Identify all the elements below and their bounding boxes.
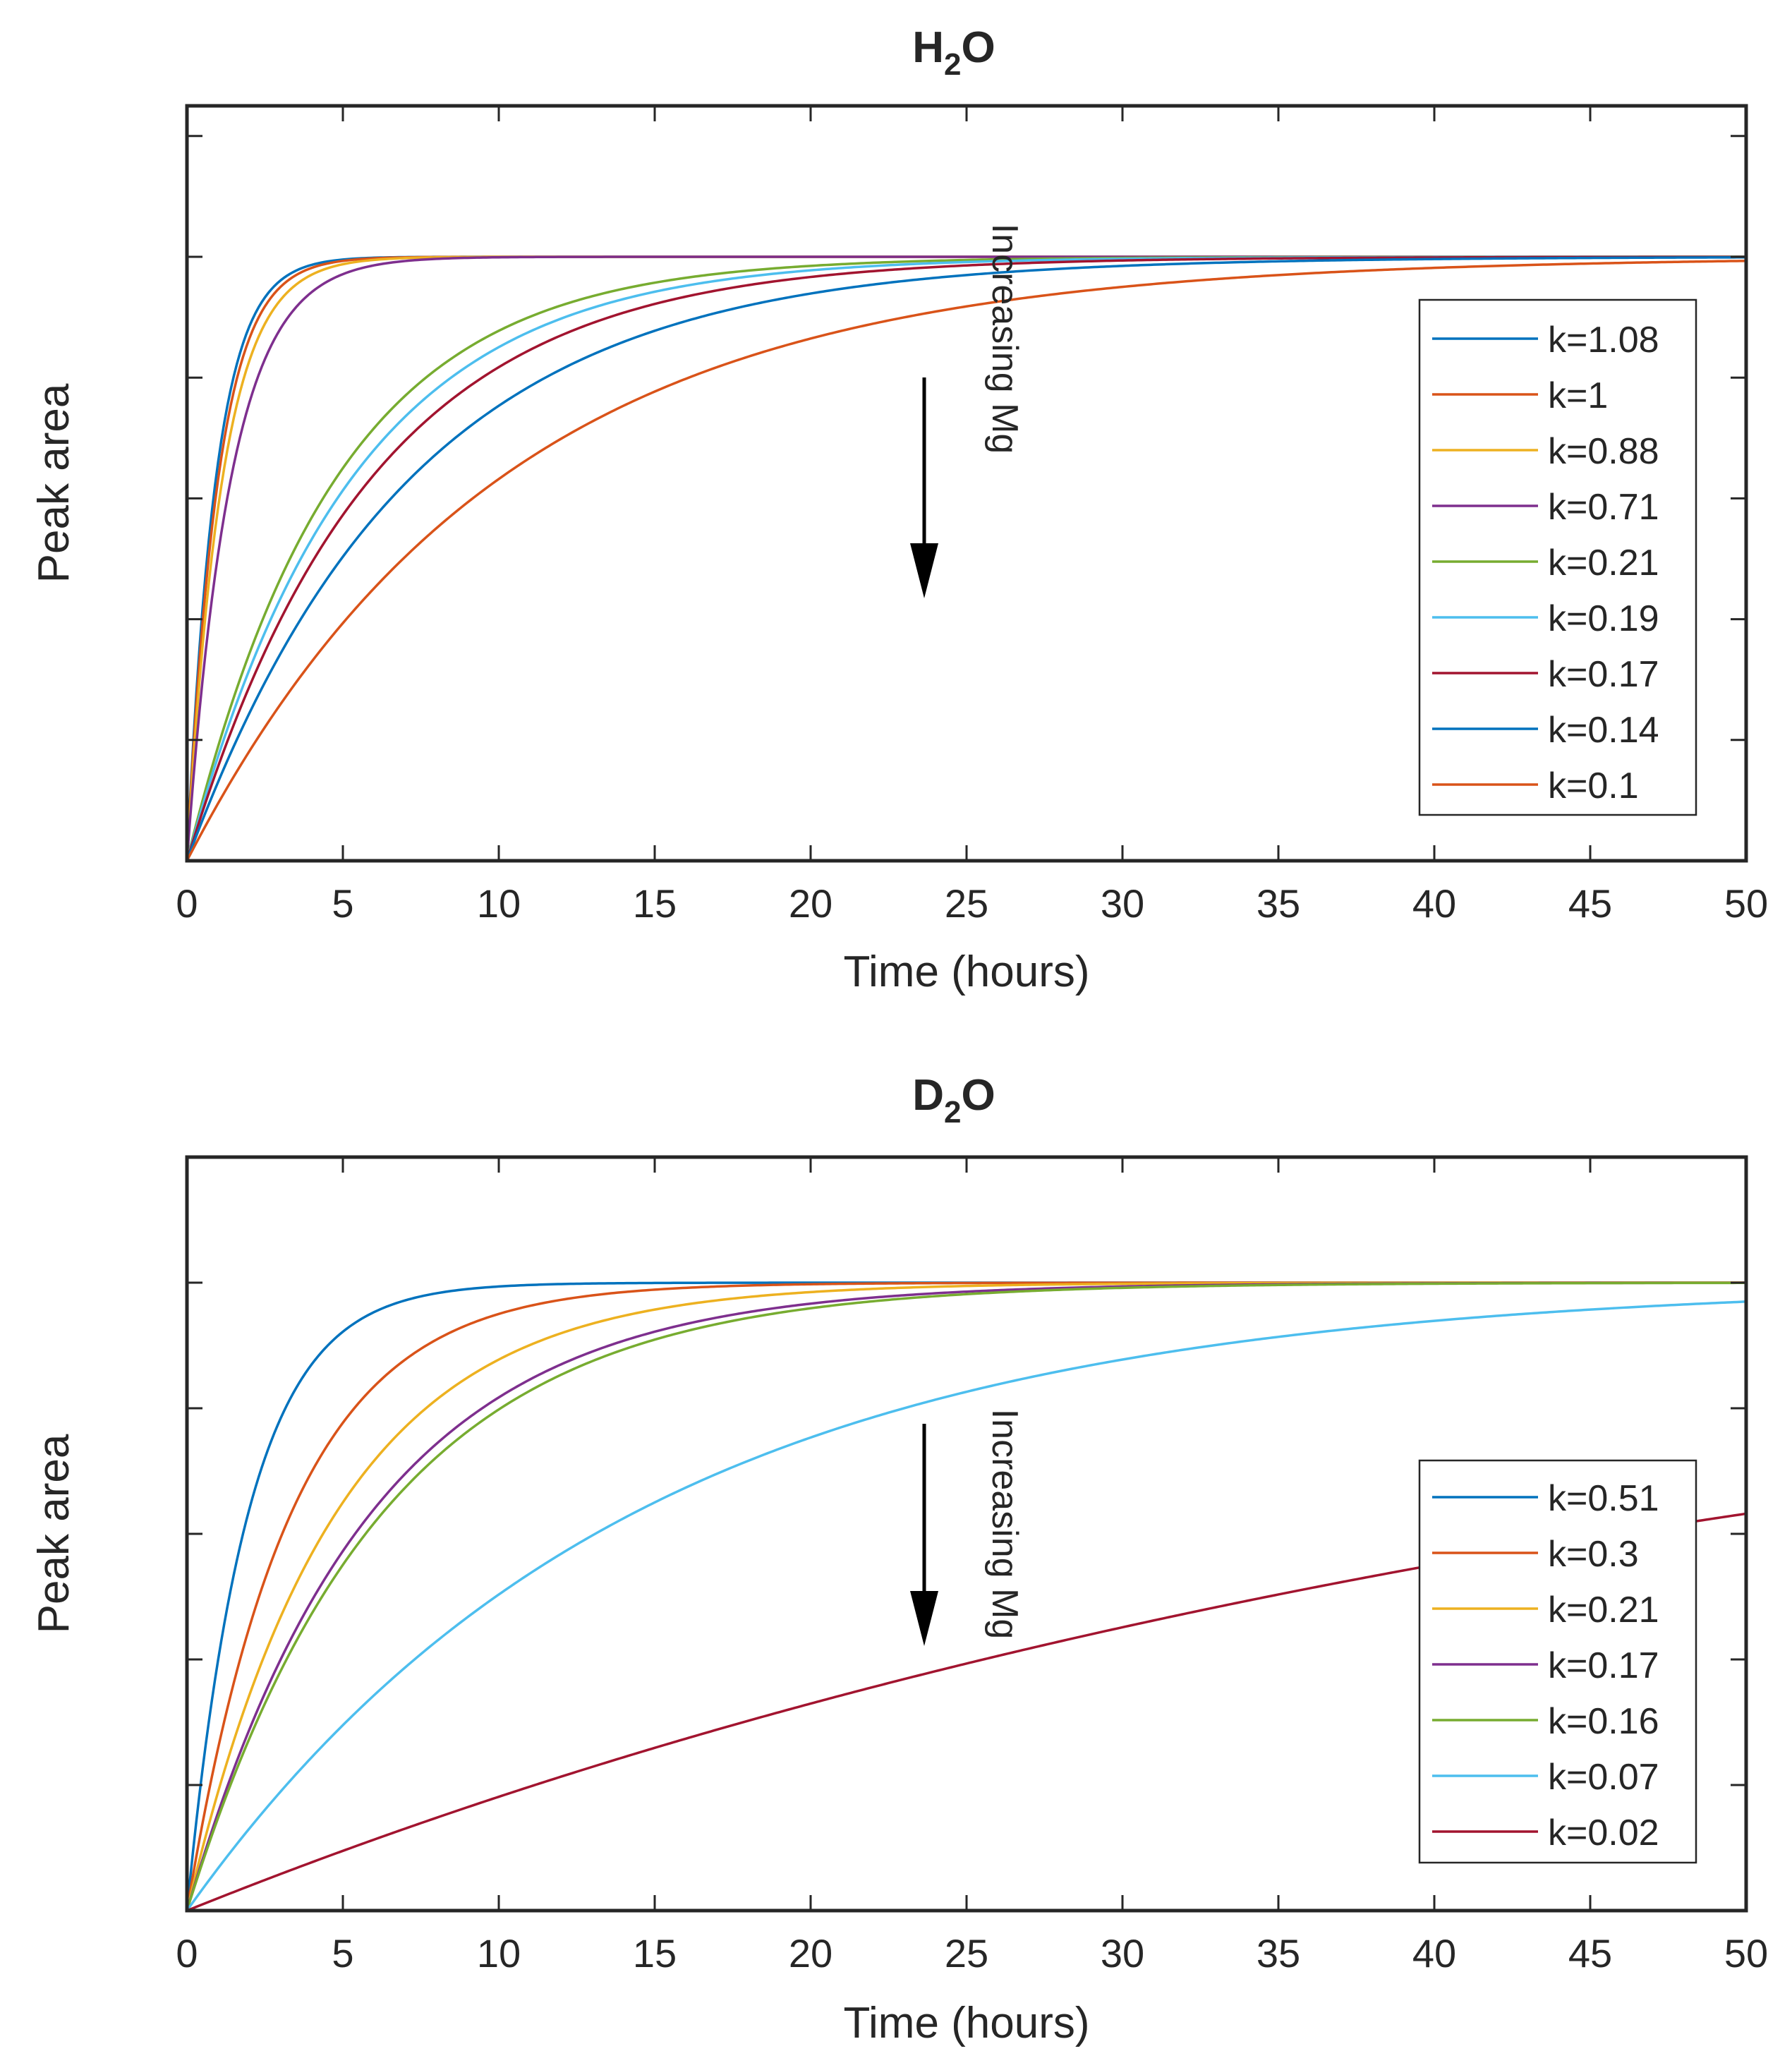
x-tick-label: 20 [789,1931,833,1976]
x-tick-label: 0 [176,881,198,926]
legend-entry-label: k=0.51 [1548,1478,1659,1519]
legend-entry-label: k=0.71 [1548,487,1659,528]
legend-entry-label: k=0.1 [1548,766,1639,806]
panel-d2o-title: D2O [912,1071,995,1130]
x-tick-label: 45 [1568,881,1612,926]
panel-d2o-series-group [186,1281,1747,1912]
panel-h2o-title-main: H [912,23,944,72]
x-tick-label: 30 [1101,1931,1144,1976]
panel-d2o-legend: k=0.51 k=0.3 k=0.21 k=0.17 k=0.16 k=0.07 k=0.0… [1432,1478,1659,1853]
x-tick-label: 25 [945,1931,988,1976]
panel-d2o-legend-box [1418,1459,1697,1864]
x-tick-label: 45 [1568,1931,1612,1976]
panel-d2o-title-end: O [962,1071,995,1120]
legend-entry-label: k=0.16 [1548,1701,1659,1742]
x-tick-label: 20 [789,881,833,926]
x-tick-label: 50 [1724,881,1768,926]
panel-d2o-annotation-text: Increasing Mg [984,1409,1025,1640]
x-tick-label: 35 [1257,881,1300,926]
series-line-k=0.17 [186,255,1747,861]
legend-entry-label: k=1.08 [1548,320,1659,361]
panel-h2o-annotation-arrowhead [910,543,938,598]
panel-h2o: H2O 0 5 10 15 20 25 30 35 40 45 50 Time (hours) Pe… [30,23,1768,996]
panel-d2o-title-main: D [912,1071,944,1120]
panel-h2o-title-sub: 2 [944,47,961,82]
panel-h2o-legend: k=1.08 k=1 k=0.88 k=0.71 k=0.21 k=0.19 k=0.17 k… [1432,320,1659,806]
legend-entry-label: k=0.17 [1548,1645,1659,1686]
series-line-k=0.07 [186,1300,1747,1912]
panel-d2o: D2O 0 5 10 15 20 25 30 35 40 45 50 Time (hours) Pe… [30,1071,1768,2047]
panel-h2o-annotation-text: Increasing Mg [984,224,1025,454]
panel-d2o-ylabel: Peak area [30,1434,78,1633]
panel-d2o-xlabel: Time (hours) [843,1999,1089,2047]
legend-entry-label: k=0.3 [1548,1534,1639,1575]
panel-h2o-title: H2O [912,23,995,82]
panel-d2o-ticks: 0 5 10 15 20 25 30 35 40 45 50 [176,1157,1768,1976]
series-line-k=0.14 [186,256,1747,861]
x-tick-label: 40 [1412,1931,1456,1976]
x-tick-label: 25 [945,881,988,926]
panel-h2o-xlabel: Time (hours) [843,948,1089,996]
panel-h2o-ylabel: Peak area [30,383,78,583]
legend-entry-label: k=0.19 [1548,598,1659,639]
x-tick-label: 5 [332,881,353,926]
x-tick-label: 15 [633,1931,677,1976]
x-tick-label: 35 [1257,1931,1300,1976]
panel-d2o-annotation-arrowhead [910,1591,938,1646]
legend-entry-label: k=0.02 [1548,1813,1659,1853]
series-line-k=0.1 [186,260,1747,861]
legend-entry-label: k=0.07 [1548,1757,1659,1798]
panel-h2o-title-end: O [962,23,995,72]
panel-h2o-series-group [186,255,1747,861]
legend-entry-label: k=0.88 [1548,431,1659,472]
x-tick-label: 10 [477,881,521,926]
legend-entry-label: k=0.21 [1548,1590,1659,1631]
x-tick-label: 0 [176,1931,198,1976]
x-tick-label: 10 [477,1931,521,1976]
series-line-k=0.16 [186,1281,1746,1911]
legend-entry-label: k=0.21 [1548,543,1659,583]
panel-h2o-ticks: 0 5 10 15 20 25 30 35 40 45 50 [176,106,1768,926]
x-tick-label: 15 [633,881,677,926]
panel-d2o-title-sub: 2 [944,1095,961,1130]
legend-entry-label: k=1 [1548,375,1608,416]
x-tick-label: 30 [1101,881,1144,926]
x-tick-label: 50 [1724,1931,1768,1976]
legend-entry-label: k=0.17 [1548,654,1659,695]
x-tick-label: 5 [332,1931,353,1976]
x-tick-label: 40 [1412,881,1456,926]
legend-entry-label: k=0.14 [1548,710,1659,751]
